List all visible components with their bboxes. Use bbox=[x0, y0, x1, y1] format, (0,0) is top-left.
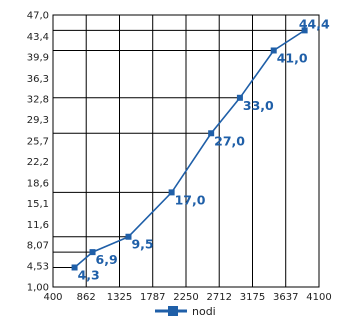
legend-marker bbox=[168, 306, 178, 316]
data-point bbox=[168, 189, 175, 196]
data-label: 27,0 bbox=[214, 133, 245, 148]
tick-label-layer: 400 862 1325 1787 2250 2712 3175 3637 4100 1,00 4,… bbox=[27, 11, 332, 304]
x-tick-label: 2712 bbox=[206, 292, 231, 303]
y-tick-label: 32,8 bbox=[27, 94, 49, 105]
y-tick-label: 1,00 bbox=[27, 283, 49, 294]
x-tick-label: 1325 bbox=[107, 292, 132, 303]
y-tick-label: 15,1 bbox=[27, 199, 49, 210]
data-point bbox=[89, 249, 96, 256]
y-tick-label: 11,6 bbox=[27, 220, 49, 231]
data-label: 4,3 bbox=[78, 267, 100, 282]
x-tick-label: 4100 bbox=[306, 292, 331, 303]
data-point bbox=[208, 130, 215, 137]
data-label: 9,5 bbox=[131, 237, 153, 252]
legend-label: nodi bbox=[192, 305, 216, 318]
data-point bbox=[236, 94, 243, 101]
y-tick-label: 43,4 bbox=[27, 32, 49, 43]
y-tick-label: 22,2 bbox=[27, 157, 49, 168]
x-tick-label: 1787 bbox=[140, 292, 165, 303]
x-tick-label: 862 bbox=[77, 292, 96, 303]
y-tick-label: 18,6 bbox=[27, 178, 49, 189]
y-tick-label: 36,3 bbox=[27, 74, 49, 85]
data-label-layer: 4,36,9 9,5 17,0 27,0 33,0 41,0 44,4 bbox=[78, 16, 330, 282]
x-tick-label: 3637 bbox=[273, 292, 298, 303]
reference-lines bbox=[53, 29, 305, 268]
data-label: 33,0 bbox=[243, 98, 274, 113]
grid-layer bbox=[85, 15, 287, 287]
data-point bbox=[270, 47, 277, 54]
data-label: 17,0 bbox=[175, 192, 206, 207]
plot-frame bbox=[52, 14, 320, 288]
y-tick-label: 39,9 bbox=[27, 52, 49, 63]
y-tick-label: 25,7 bbox=[27, 136, 49, 147]
data-point bbox=[301, 27, 308, 34]
series-layer bbox=[71, 27, 308, 271]
x-tick-label: 3175 bbox=[240, 292, 265, 303]
y-tick-label: 29,3 bbox=[27, 115, 49, 126]
y-tick-label: 47,0 bbox=[27, 11, 49, 22]
data-point bbox=[125, 233, 132, 240]
y-tick-label: 4,53 bbox=[27, 262, 49, 273]
data-label: 44,4 bbox=[299, 16, 330, 31]
series-line bbox=[74, 29, 306, 269]
y-tick-label: 8,07 bbox=[27, 241, 49, 252]
legend: nodi bbox=[155, 305, 216, 318]
data-point bbox=[71, 264, 78, 271]
data-label: 6,9 bbox=[96, 252, 118, 267]
x-tick-label: 2250 bbox=[173, 292, 198, 303]
x-tick-label: 400 bbox=[43, 292, 62, 303]
data-label: 41,0 bbox=[277, 50, 308, 65]
